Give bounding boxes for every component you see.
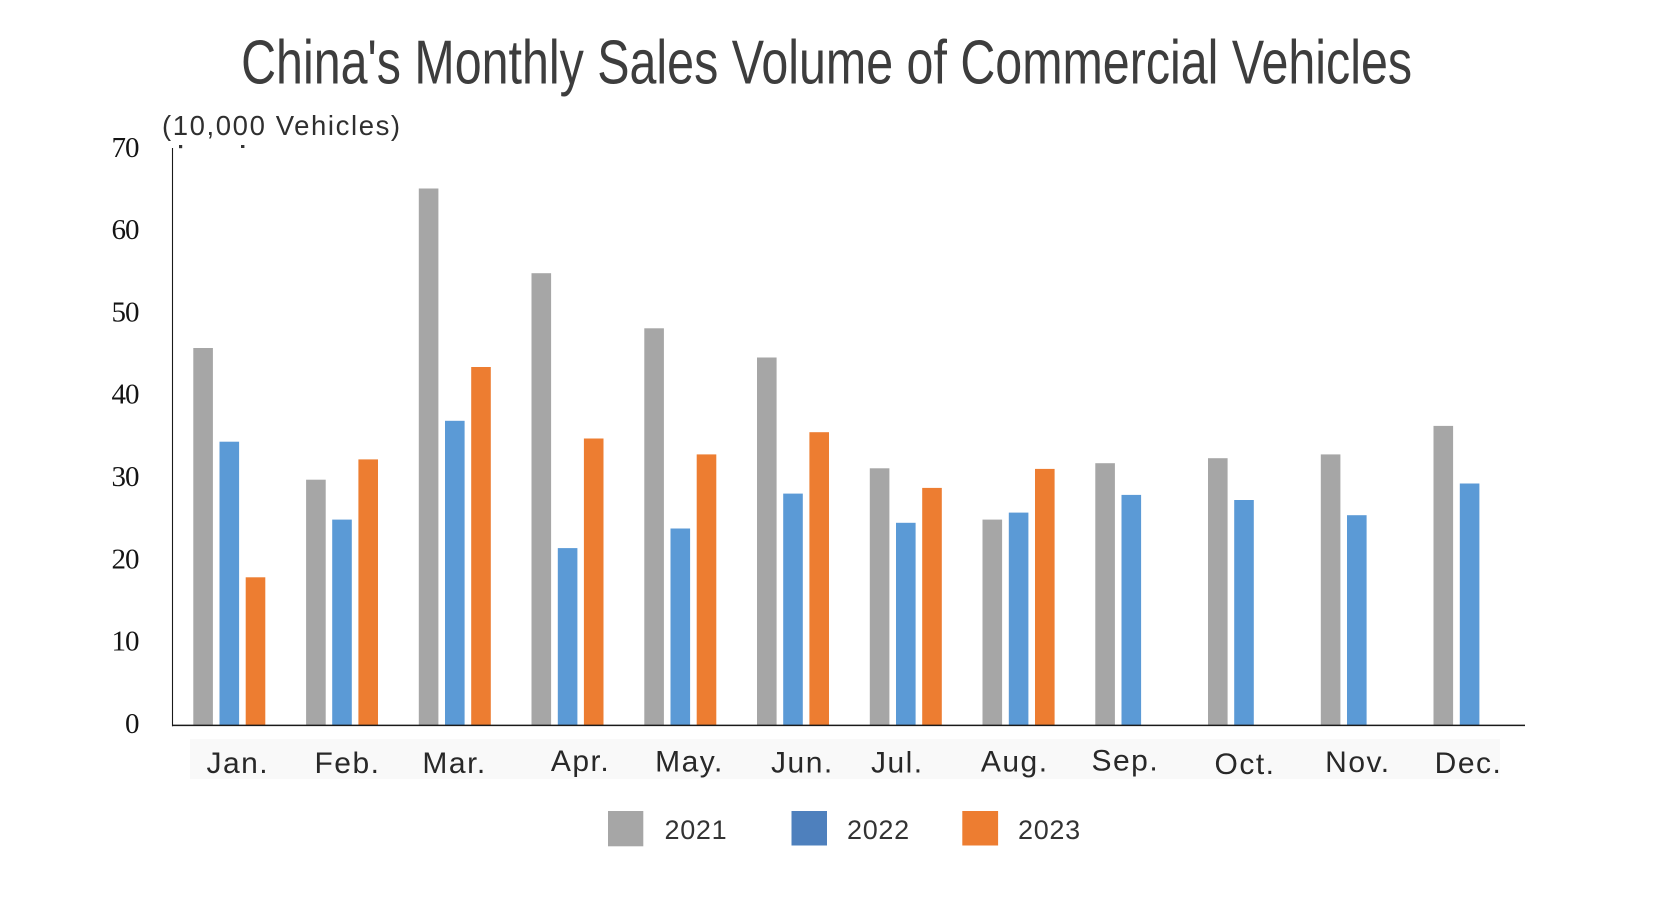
svg-text:60: 60 [112,214,140,246]
svg-text:Feb.: Feb. [314,747,380,780]
svg-text:0: 0 [125,708,139,740]
svg-text:2021: 2021 [665,815,728,845]
svg-text:Nov.: Nov. [1325,746,1390,779]
svg-text:May.: May. [655,746,724,779]
svg-text:70: 70 [112,132,140,164]
svg-text:40: 40 [112,379,140,411]
svg-text:Dec.: Dec. [1435,747,1503,780]
svg-text:Aug.: Aug. [981,746,1049,779]
svg-text:30: 30 [112,461,140,493]
svg-text:2022: 2022 [847,815,910,845]
svg-text:Apr.: Apr. [551,745,610,778]
svg-text:2023: 2023 [1018,815,1081,845]
svg-text:Oct.: Oct. [1214,748,1275,781]
svg-text:50: 50 [112,296,140,328]
svg-text:China's Monthly Sales Volume o: China's Monthly Sales Volume of Commerci… [241,28,1412,97]
svg-text:20: 20 [112,543,140,575]
svg-text:Sep.: Sep. [1091,745,1159,778]
svg-text:Jan.: Jan. [206,747,269,780]
svg-text:Jul.: Jul. [871,747,924,780]
svg-text:Jun.: Jun. [771,747,834,780]
svg-text:Mar.: Mar. [422,747,486,780]
svg-text:10: 10 [112,626,140,658]
svg-text:(10,000 Vehicles): (10,000 Vehicles) [162,110,402,141]
